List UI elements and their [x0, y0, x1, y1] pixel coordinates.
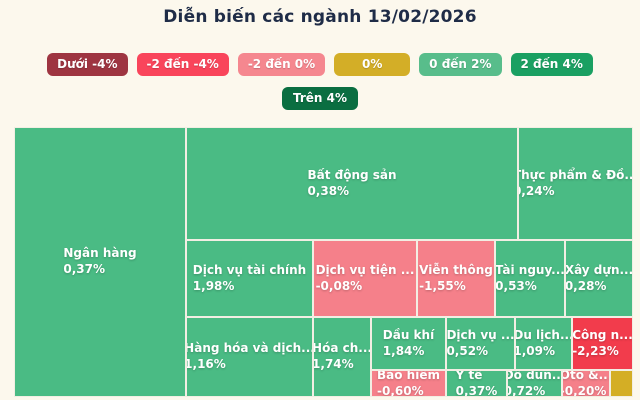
sector-name: Bảo hiểm	[377, 370, 440, 382]
treemap-cell-label: Ôtô &... -0,20%	[562, 370, 610, 397]
treemap-cell-label: Dịch vụ ... 0,52%	[446, 327, 515, 359]
sector-change-value: -0,20%	[562, 383, 607, 397]
sector-change-value: -0,08%	[315, 278, 363, 293]
treemap-cell[interactable]: Công n... -2,23%	[572, 317, 633, 370]
sector-name: Viễn thông	[419, 262, 493, 277]
treemap-cell[interactable]: Bất động sản 0,38%	[186, 127, 518, 240]
sector-name: Hóa ch...	[313, 341, 371, 356]
sector-name: Tài nguy...	[495, 262, 565, 277]
treemap-cell-label: Du lịch... 1,09%	[515, 327, 572, 359]
sector-name: Dịch vụ tài chính	[192, 262, 307, 277]
sector-change-value: 0,53%	[495, 278, 537, 293]
treemap-cell[interactable]: Du lịch... 1,09%	[515, 317, 572, 370]
legend-chip: 0%	[334, 53, 411, 76]
treemap-cell-label: Ngân hàng 0,37%	[63, 246, 136, 277]
sector-change-value: 0,37%	[63, 262, 106, 276]
sector-change-value: 0,52%	[446, 343, 489, 358]
sector-change-value: 0,38%	[307, 183, 350, 198]
treemap-cell[interactable]: Bảo hiểm -0,60%	[371, 370, 446, 397]
treemap-cell[interactable]: Tài nguy... 0,53%	[495, 240, 565, 317]
legend-row-2: Trên 4%	[0, 87, 640, 110]
sector-change-value: 1,74%	[313, 357, 354, 371]
treemap-cell-label: Đồ dùn...0,72%	[507, 370, 562, 397]
sector-change-value: 0,24%	[519, 183, 555, 198]
sector-change-value: 1,84%	[382, 343, 425, 358]
treemap-cell[interactable]: Xây dựn... 0,28%	[565, 240, 633, 317]
treemap-cell[interactable]: Dịch vụ tiện ... -0,08%	[313, 240, 417, 317]
sector-name: Công n...	[572, 327, 633, 342]
sector-change-value: 1,16%	[186, 357, 226, 371]
treemap-cell[interactable]: Ngân hàng 0,37%	[14, 127, 186, 397]
sector-name: Ngân hàng	[63, 246, 137, 261]
treemap-cell-label: Công n... -2,23%	[572, 327, 633, 359]
sector-change-value: 1,09%	[515, 343, 556, 358]
treemap-cell[interactable]: Hàng hóa và dịch... 1,16%	[186, 317, 313, 397]
treemap-cell[interactable]: Y tế 0,37%	[446, 370, 507, 397]
treemap-cell[interactable]: Dịch vụ ... 0,52%	[446, 317, 515, 370]
sector-name: Dịch vụ tiện ...	[315, 262, 415, 277]
legend-row-1: Dưới -4% -2 đến -4% -2 đến 0% 0% 0 đến 2% 2 đ…	[0, 53, 640, 76]
sector-name: Dầu khí	[382, 327, 435, 342]
sector-change-value: 0,72%	[507, 383, 546, 397]
sector-treemap: Ngân hàng 0,37% Bất động sản 0,38% Thực phẩm…	[14, 127, 633, 397]
treemap-cell-label: Dịch vụ tiện ... -0,08%	[316, 263, 415, 294]
legend-chip: Trên 4%	[282, 87, 358, 110]
treemap-cell-label: Dịch vụ tài chính 1,98%	[193, 263, 306, 294]
treemap-cell[interactable]: Thực phẩm & Đồ...0,24%	[518, 127, 633, 240]
treemap-cell-label: Bất động sản 0,38%	[307, 168, 396, 199]
treemap-cell[interactable]: Đồ dùn...0,72%	[507, 370, 562, 397]
legend-chip: -2 đến 0%	[237, 53, 326, 76]
sector-name: Thực phẩm & Đồ...	[518, 167, 633, 182]
treemap-cell[interactable]: Dầu khí 1,84%	[371, 317, 446, 370]
sector-change-value: 1,98%	[192, 278, 235, 293]
sector-name: Dịch vụ ...	[446, 327, 515, 342]
treemap-cell[interactable]	[610, 370, 633, 397]
legend-chip: 2 đến 4%	[510, 53, 593, 76]
treemap-cell-label: Thực phẩm & Đồ...0,24%	[518, 167, 633, 199]
treemap-cell-label: Xây dựn... 0,28%	[565, 262, 633, 294]
sector-name: Hàng hóa và dịch...	[186, 341, 313, 356]
treemap-cell-label: Hóa ch... 1,74%	[313, 341, 371, 372]
sector-name: Ôtô &...	[562, 370, 610, 382]
page-title: Diễn biến các ngành 13/02/2026	[163, 7, 477, 27]
sector-name: Du lịch...	[515, 327, 572, 342]
sector-change-value: -0,60%	[377, 383, 424, 397]
legend-chip: -2 đến -4%	[136, 53, 229, 76]
sector-change-value: -1,55%	[419, 278, 466, 293]
sector-name: Y tế	[455, 370, 483, 382]
legend-chip: 0 đến 2%	[419, 53, 502, 76]
treemap-cell[interactable]: Dịch vụ tài chính 1,98%	[186, 240, 313, 317]
sector-name: Bất động sản	[307, 167, 397, 182]
sector-name: Đồ dùn...	[508, 370, 562, 382]
treemap-cell[interactable]: Viễn thông -1,55%	[417, 240, 495, 317]
sector-change-value: -2,23%	[572, 343, 619, 358]
treemap-cell-label: Hàng hóa và dịch... 1,16%	[186, 341, 313, 372]
sector-name: Xây dựn...	[565, 262, 633, 277]
treemap-cell-label: Dầu khí 1,84%	[383, 328, 434, 359]
treemap-cell-label: Y tế 0,37%	[455, 370, 498, 397]
treemap-cell[interactable]: Hóa ch... 1,74%	[313, 317, 371, 397]
treemap-cell-label: Viễn thông -1,55%	[419, 263, 493, 294]
treemap-cell[interactable]: Ôtô &... -0,20%	[562, 370, 610, 397]
sector-change-value: 0,28%	[565, 278, 607, 293]
treemap-cell-label: Tài nguy... 0,53%	[495, 262, 565, 294]
legend-chip: Dưới -4%	[47, 53, 128, 76]
treemap-cell-label: Bảo hiểm -0,60%	[377, 370, 440, 397]
sector-change-value: 0,37%	[455, 383, 498, 397]
